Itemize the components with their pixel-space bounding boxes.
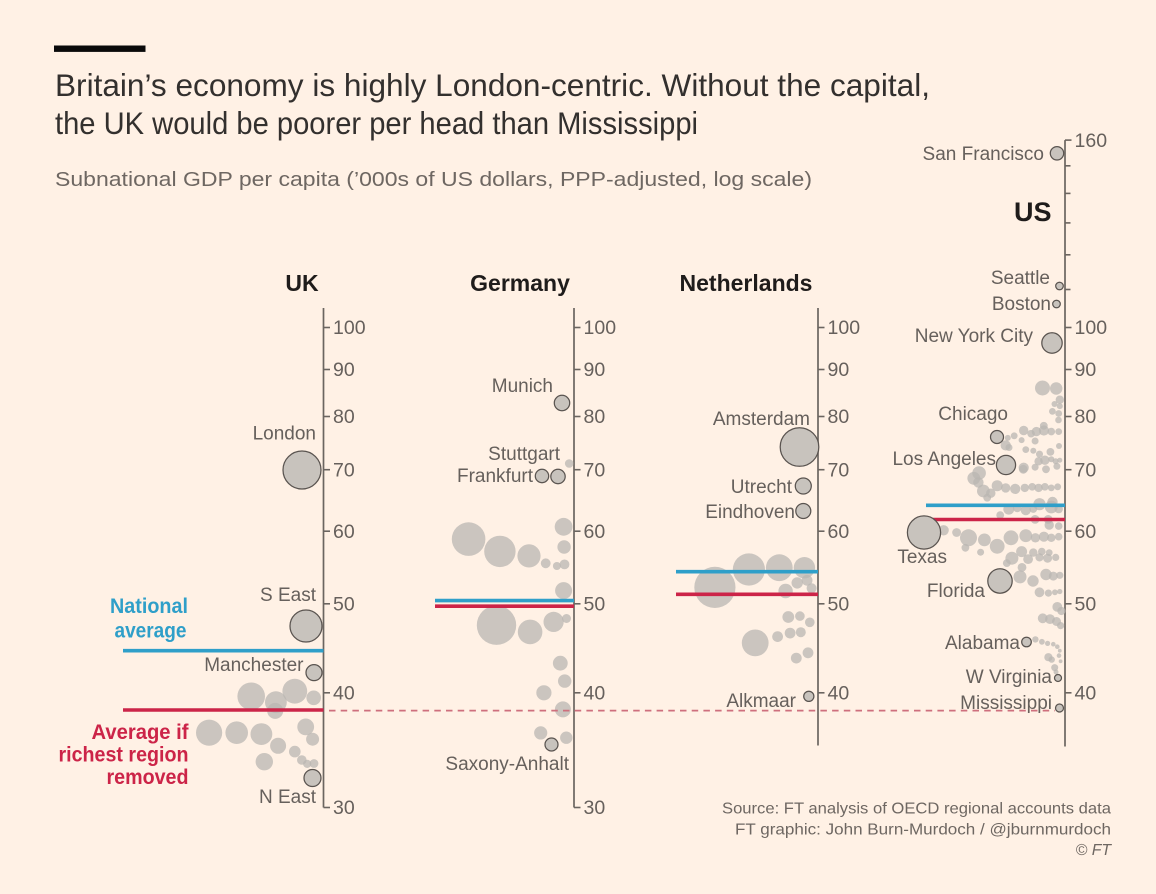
svg-text:Amsterdam: Amsterdam (713, 409, 810, 430)
svg-text:© FT: © FT (1076, 842, 1113, 859)
svg-text:90: 90 (584, 359, 606, 381)
svg-text:30: 30 (333, 797, 355, 819)
svg-text:Chicago: Chicago (938, 404, 1008, 425)
svg-text:Florida: Florida (927, 581, 986, 602)
svg-text:Boston: Boston (992, 294, 1051, 315)
svg-text:60: 60 (584, 521, 606, 543)
svg-text:80: 80 (828, 406, 850, 428)
svg-text:average: average (115, 619, 187, 643)
svg-text:New York City: New York City (915, 326, 1034, 347)
svg-text:70: 70 (828, 459, 850, 481)
svg-text:100: 100 (1075, 317, 1108, 339)
svg-text:100: 100 (333, 317, 366, 339)
svg-text:80: 80 (1075, 406, 1097, 428)
svg-text:50: 50 (828, 594, 850, 616)
svg-text:richest region: richest region (59, 743, 189, 767)
svg-text:Munich: Munich (492, 376, 553, 397)
svg-text:Average if: Average if (92, 720, 190, 744)
svg-text:Manchester: Manchester (204, 655, 304, 676)
svg-text:Utrecht: Utrecht (731, 477, 793, 498)
svg-text:W Virginia: W Virginia (966, 667, 1053, 688)
svg-text:N East: N East (259, 787, 317, 808)
svg-text:Subnational GDP per capita (’0: Subnational GDP per capita (’000s of US … (55, 168, 812, 191)
svg-text:Seattle: Seattle (991, 268, 1050, 289)
svg-text:60: 60 (1075, 521, 1097, 543)
svg-text:60: 60 (828, 521, 850, 543)
svg-text:100: 100 (584, 317, 617, 339)
svg-text:60: 60 (333, 521, 355, 543)
svg-text:San Francisco: San Francisco (923, 144, 1044, 165)
svg-text:90: 90 (828, 359, 850, 381)
svg-text:the UK would be poorer per hea: the UK would be poorer per head than Mis… (55, 105, 698, 141)
svg-text:Source: FT analysis of OECD re: Source: FT analysis of OECD regional acc… (722, 801, 1111, 818)
svg-text:40: 40 (333, 683, 355, 705)
svg-text:80: 80 (333, 406, 355, 428)
svg-text:40: 40 (1075, 683, 1097, 705)
svg-text:40: 40 (584, 683, 606, 705)
svg-text:Britain’s economy is highly Lo: Britain’s economy is highly London-centr… (55, 67, 930, 103)
svg-text:50: 50 (1075, 594, 1097, 616)
svg-text:Eindhoven: Eindhoven (705, 502, 795, 523)
svg-text:Alkmaar: Alkmaar (726, 691, 796, 712)
svg-text:Mississippi: Mississippi (960, 693, 1052, 714)
svg-text:Stuttgart: Stuttgart (488, 444, 561, 465)
svg-text:removed: removed (107, 765, 189, 789)
svg-text:Alabama: Alabama (945, 633, 1020, 654)
svg-text:Los Angeles: Los Angeles (892, 449, 996, 470)
svg-text:100: 100 (828, 317, 861, 339)
svg-text:50: 50 (584, 594, 606, 616)
svg-text:Frankfurt: Frankfurt (457, 466, 534, 487)
svg-text:90: 90 (1075, 359, 1097, 381)
svg-text:30: 30 (584, 797, 606, 819)
svg-text:FT graphic: John Burn-Murdoch: FT graphic: John Burn-Murdoch / @jburnmu… (735, 822, 1111, 839)
svg-text:Saxony-Anhalt: Saxony-Anhalt (445, 754, 569, 775)
svg-text:50: 50 (333, 594, 355, 616)
svg-text:US: US (1014, 197, 1052, 227)
svg-text:National: National (110, 594, 188, 618)
svg-text:80: 80 (584, 406, 606, 428)
svg-text:70: 70 (1075, 459, 1097, 481)
svg-text:70: 70 (584, 459, 606, 481)
svg-text:UK: UK (285, 270, 319, 296)
svg-text:70: 70 (333, 459, 355, 481)
svg-text:Netherlands: Netherlands (680, 270, 813, 296)
svg-text:S East: S East (260, 585, 317, 606)
svg-text:40: 40 (828, 683, 850, 705)
svg-text:London: London (253, 424, 316, 445)
svg-text:Germany: Germany (470, 270, 570, 296)
svg-text:160: 160 (1075, 130, 1108, 152)
svg-text:Texas: Texas (897, 547, 947, 568)
svg-text:90: 90 (333, 359, 355, 381)
